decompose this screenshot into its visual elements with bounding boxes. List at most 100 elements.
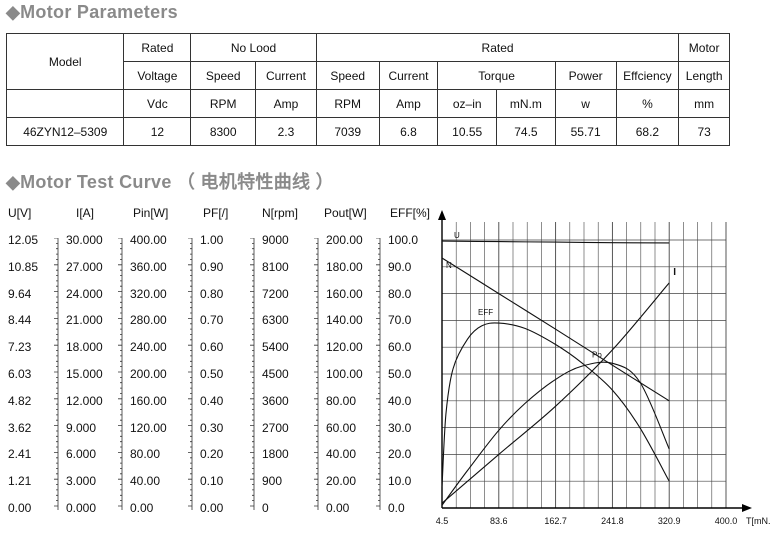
y-tick-label: 70.0 xyxy=(388,313,412,328)
y-tick-label: 900 xyxy=(262,474,283,489)
y-tick-label: 140.00 xyxy=(326,313,363,328)
table-data-row: 46ZYN12–5309 12 8300 2.3 7039 6.8 10.55 … xyxy=(5,117,730,146)
series-line-n xyxy=(441,257,670,402)
rated-current-header: Current xyxy=(378,61,439,90)
data-cell: 55.71 xyxy=(554,117,617,146)
y-tick-label: 21.000 xyxy=(66,313,103,328)
y-axis-ruler xyxy=(54,238,59,510)
y-axis-label: I[A] xyxy=(76,206,95,220)
y-tick-label: 200.00 xyxy=(326,233,363,247)
y-tick-label: 0.20 xyxy=(200,447,224,462)
series-label-eff: EFF xyxy=(478,308,493,317)
section-title-motor-parameters: ◆Motor Parameters xyxy=(6,2,178,22)
table-header-row-1: Model Rated No Lood Rated Motor xyxy=(5,33,730,90)
torque-header: Torque xyxy=(437,61,556,90)
y-tick-label: 0.000 xyxy=(66,501,97,515)
x-tick-label: 162.7 xyxy=(544,516,567,526)
y-tick-label: 180.00 xyxy=(326,259,363,274)
y-tick-label: 27.000 xyxy=(66,259,103,274)
data-cell: 73 xyxy=(678,117,730,146)
y-tick-label: 60.0 xyxy=(388,340,412,355)
y-tick-label: 3.000 xyxy=(66,474,97,489)
power-header: Power xyxy=(554,61,617,90)
y-axis-label: U[V] xyxy=(8,206,32,220)
motor-header: Motor xyxy=(678,33,730,62)
x-axis-label: T[mN.m] xyxy=(746,516,770,526)
y-tick-label: 90.0 xyxy=(388,259,412,274)
section-title-motor-test-curve: ◆Motor Test Curve （ 电机特性曲线 ） xyxy=(6,172,334,192)
series-line-i xyxy=(441,282,670,504)
y-tick-label: 0.00 xyxy=(326,501,350,515)
unit-cell: RPM xyxy=(315,89,380,118)
y-tick-label: 12.000 xyxy=(66,393,103,408)
y-tick-label: 10.85 xyxy=(8,259,39,274)
y-tick-label: 0.00 xyxy=(8,501,32,515)
model-units-empty xyxy=(5,89,125,118)
y-tick-label: 40.00 xyxy=(326,447,357,462)
unit-cell: w xyxy=(554,89,617,118)
rated-header: Rated xyxy=(123,33,192,62)
table-units-row: Vdc RPM Amp RPM Amp oz–in mN.m w % mm xyxy=(5,89,730,118)
y-axis-label: Pin[W] xyxy=(133,206,169,220)
y-tick-label: 7200 xyxy=(262,286,289,301)
y-tick-label: 0.40 xyxy=(200,393,224,408)
data-cell: 7039 xyxy=(315,117,380,146)
current-header: Current xyxy=(255,61,317,90)
speed-header: Speed xyxy=(190,61,257,90)
unit-cell: mm xyxy=(678,89,730,118)
rated-speed-header: Speed xyxy=(315,61,380,90)
y-tick-label: 0.50 xyxy=(200,367,224,381)
y-tick-label: 50.0 xyxy=(388,367,412,381)
series-label-i: I xyxy=(673,267,676,278)
y-tick-label: 1.21 xyxy=(8,474,32,489)
data-cell: 74.5 xyxy=(496,117,556,146)
data-cell: 2.3 xyxy=(255,117,317,146)
y-tick-label: 0.10 xyxy=(200,474,224,489)
data-cell: 68.2 xyxy=(615,117,680,146)
y-tick-label: 30.000 xyxy=(66,233,103,247)
y-tick-label: 0.30 xyxy=(200,420,224,435)
y-tick-label: 18.000 xyxy=(66,340,103,355)
y-tick-label: 9.64 xyxy=(8,286,32,301)
unit-cell: RPM xyxy=(190,89,257,118)
y-tick-label: 1800 xyxy=(262,447,289,462)
voltage-header: Voltage xyxy=(123,61,192,90)
y-tick-label: 0.80 xyxy=(200,286,224,301)
rated-group-header: Rated xyxy=(315,33,680,62)
y-tick-label: 15.000 xyxy=(66,367,103,381)
y-tick-label: 7.23 xyxy=(8,340,32,355)
y-tick-label: 20.00 xyxy=(326,474,357,489)
x-axis-arrow xyxy=(742,504,752,512)
y-tick-label: 40.00 xyxy=(130,474,161,489)
y-axis-ruler xyxy=(118,238,123,510)
y-axis-scales: U[V] 12.05 10.85 9.64 8.44 7.23 6.03 4.82 3.62 2.… xyxy=(0,204,440,534)
y-tick-label: 160.00 xyxy=(326,286,363,301)
series-line-eff xyxy=(441,322,670,487)
unit-cell: Amp xyxy=(378,89,439,118)
y-tick-label: 0.70 xyxy=(200,313,224,328)
series-line-u xyxy=(441,240,670,244)
y-tick-label: 2.41 xyxy=(8,447,32,462)
y-axis-ruler xyxy=(314,238,319,510)
table-header-row-2: Voltage Speed Current Speed Current Torq… xyxy=(7,61,730,90)
y-tick-label: 0.0 xyxy=(388,501,405,515)
y-tick-label: 6.000 xyxy=(66,447,97,462)
x-tick-label: 83.6 xyxy=(490,516,508,526)
y-tick-label: 200.00 xyxy=(130,367,167,381)
y-axis-ruler xyxy=(376,238,381,510)
y-tick-label: 0.60 xyxy=(200,340,224,355)
data-cell: 10.55 xyxy=(437,117,498,146)
y-tick-label: 4.82 xyxy=(8,393,32,408)
y-tick-label: 9.000 xyxy=(66,420,97,435)
y-axis-ruler xyxy=(188,238,193,510)
no-load-header: No Lood xyxy=(190,33,317,62)
model-header: Model xyxy=(5,33,125,90)
series-line-po xyxy=(441,361,670,506)
data-cell: 6.8 xyxy=(378,117,439,146)
y-tick-label: 3.62 xyxy=(8,420,32,435)
series-label-n: N xyxy=(446,261,452,270)
unit-cell: % xyxy=(615,89,680,118)
y-tick-label: 20.0 xyxy=(388,447,412,462)
efficiency-header: Effciency xyxy=(615,61,680,90)
y-tick-label: 120.00 xyxy=(326,340,363,355)
